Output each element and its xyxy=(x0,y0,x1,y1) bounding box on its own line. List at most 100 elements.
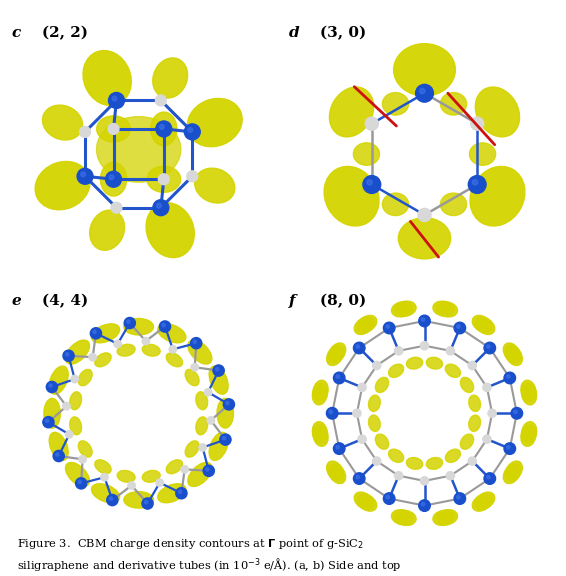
Text: (3, 0): (3, 0) xyxy=(320,26,366,40)
Ellipse shape xyxy=(475,317,495,335)
Ellipse shape xyxy=(187,98,242,147)
Circle shape xyxy=(75,478,87,489)
Ellipse shape xyxy=(313,380,328,401)
Ellipse shape xyxy=(188,463,212,487)
Circle shape xyxy=(358,383,366,392)
Ellipse shape xyxy=(475,87,520,137)
Ellipse shape xyxy=(388,364,404,377)
Ellipse shape xyxy=(124,319,153,335)
Ellipse shape xyxy=(329,87,374,137)
Circle shape xyxy=(454,322,466,334)
Ellipse shape xyxy=(327,346,344,366)
Circle shape xyxy=(353,342,365,354)
Ellipse shape xyxy=(433,510,454,525)
Circle shape xyxy=(128,482,135,489)
Ellipse shape xyxy=(153,58,188,98)
Ellipse shape xyxy=(357,494,377,511)
Circle shape xyxy=(109,497,113,501)
Circle shape xyxy=(468,176,486,194)
Circle shape xyxy=(49,384,52,387)
Ellipse shape xyxy=(196,392,208,410)
Circle shape xyxy=(124,317,135,329)
Circle shape xyxy=(203,465,215,476)
Circle shape xyxy=(101,473,108,481)
Circle shape xyxy=(109,93,125,108)
Ellipse shape xyxy=(35,161,90,210)
Ellipse shape xyxy=(354,317,374,335)
Ellipse shape xyxy=(505,461,522,481)
Circle shape xyxy=(66,431,73,438)
Circle shape xyxy=(142,338,149,345)
Circle shape xyxy=(329,410,332,414)
Circle shape xyxy=(363,176,381,194)
Circle shape xyxy=(63,350,74,361)
Ellipse shape xyxy=(217,399,233,428)
Circle shape xyxy=(185,124,200,140)
Ellipse shape xyxy=(117,344,135,356)
Ellipse shape xyxy=(426,457,443,469)
Circle shape xyxy=(372,361,381,370)
Ellipse shape xyxy=(392,510,413,525)
Circle shape xyxy=(353,409,361,418)
Ellipse shape xyxy=(195,168,235,203)
Ellipse shape xyxy=(146,203,194,257)
Ellipse shape xyxy=(395,510,416,525)
Circle shape xyxy=(79,456,86,463)
Circle shape xyxy=(468,457,477,465)
Ellipse shape xyxy=(124,491,153,508)
Circle shape xyxy=(386,495,389,499)
Circle shape xyxy=(222,437,226,440)
Ellipse shape xyxy=(117,471,135,482)
Circle shape xyxy=(356,475,359,479)
Text: d: d xyxy=(289,26,299,40)
Circle shape xyxy=(158,174,169,185)
Ellipse shape xyxy=(375,377,389,392)
Circle shape xyxy=(484,342,496,354)
Circle shape xyxy=(483,383,491,392)
Ellipse shape xyxy=(445,449,461,463)
Circle shape xyxy=(71,376,79,383)
Circle shape xyxy=(81,172,85,177)
Circle shape xyxy=(187,171,198,181)
Ellipse shape xyxy=(97,116,130,142)
Circle shape xyxy=(156,479,164,486)
Circle shape xyxy=(80,127,91,137)
Ellipse shape xyxy=(406,357,423,369)
Ellipse shape xyxy=(470,166,525,226)
Ellipse shape xyxy=(49,433,68,460)
Circle shape xyxy=(213,365,224,376)
Ellipse shape xyxy=(313,425,328,446)
Circle shape xyxy=(109,175,114,180)
Ellipse shape xyxy=(97,116,181,182)
Ellipse shape xyxy=(78,369,92,386)
Ellipse shape xyxy=(312,384,328,405)
Ellipse shape xyxy=(503,343,521,362)
Circle shape xyxy=(108,123,119,134)
Ellipse shape xyxy=(503,464,521,484)
Circle shape xyxy=(367,180,372,185)
Circle shape xyxy=(193,340,196,343)
Ellipse shape xyxy=(475,492,495,509)
Circle shape xyxy=(207,416,215,424)
Circle shape xyxy=(191,363,199,371)
Circle shape xyxy=(111,202,122,213)
Circle shape xyxy=(446,347,454,355)
Text: c: c xyxy=(11,26,20,40)
Text: (4, 4): (4, 4) xyxy=(42,294,89,308)
Circle shape xyxy=(178,490,182,494)
Ellipse shape xyxy=(158,484,186,503)
Ellipse shape xyxy=(353,143,380,165)
Circle shape xyxy=(181,465,188,473)
Ellipse shape xyxy=(328,343,346,362)
Circle shape xyxy=(45,419,49,422)
Circle shape xyxy=(457,495,460,499)
Circle shape xyxy=(112,96,117,101)
Ellipse shape xyxy=(83,51,131,105)
Circle shape xyxy=(472,180,478,185)
Ellipse shape xyxy=(324,166,379,226)
Ellipse shape xyxy=(357,316,377,332)
Circle shape xyxy=(419,315,430,327)
Circle shape xyxy=(483,435,491,444)
Circle shape xyxy=(468,361,477,370)
Ellipse shape xyxy=(368,415,380,431)
